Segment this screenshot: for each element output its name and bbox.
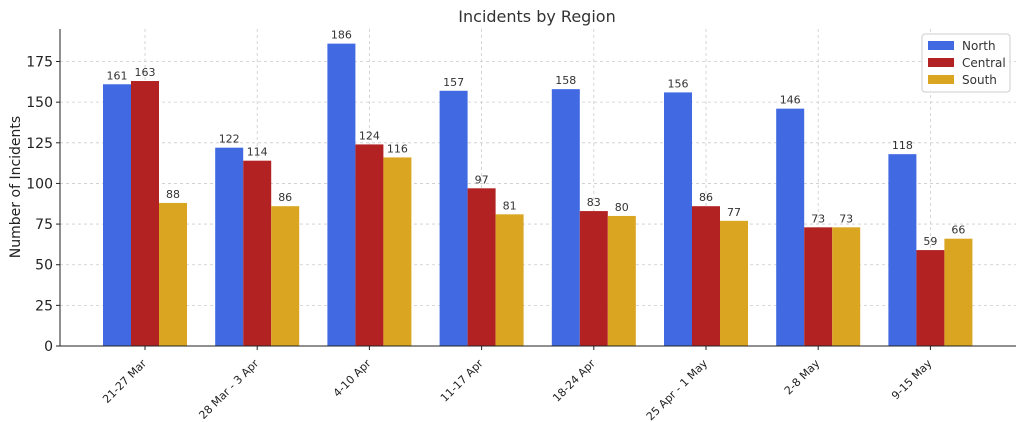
- data-label: 146: [780, 94, 801, 107]
- bar-central: [916, 250, 945, 346]
- data-label: 83: [587, 196, 601, 209]
- bar-central: [131, 81, 159, 347]
- legend-swatch-south: [928, 75, 954, 84]
- y-tick-label: 25: [35, 298, 53, 314]
- y-axis-label: Number of Incidents: [8, 116, 24, 258]
- data-label: 77: [727, 206, 741, 219]
- data-label: 161: [107, 69, 128, 82]
- y-tick-label: 0: [44, 339, 53, 355]
- bar-north: [103, 84, 131, 347]
- data-label: 86: [699, 191, 713, 204]
- grid: [60, 29, 1016, 347]
- bar-south: [720, 220, 748, 346]
- bar-central: [692, 206, 720, 346]
- bar-central: [355, 144, 384, 346]
- y-tick-label: 75: [35, 217, 53, 233]
- bar-central: [243, 160, 272, 346]
- legend-swatch-central: [928, 58, 954, 67]
- data-label: 186: [331, 29, 352, 42]
- data-label: 80: [615, 201, 629, 214]
- data-label: 97: [475, 173, 489, 186]
- y-tick-label: 125: [26, 136, 53, 152]
- data-label: 156: [668, 77, 689, 90]
- data-label: 81: [503, 199, 517, 212]
- legend: North Central South: [921, 33, 1011, 93]
- bar-south: [832, 227, 861, 346]
- x-tick-label: 2-8 May: [782, 357, 823, 398]
- legend-label-north: North: [962, 39, 996, 53]
- bar-south: [607, 215, 636, 346]
- y-tick-label: 150: [26, 95, 53, 111]
- data-label: 122: [219, 133, 240, 146]
- data-label: 116: [387, 142, 408, 155]
- y-tick-label: 100: [26, 176, 53, 192]
- x-tick-label: 28 Mar - 3 Apr: [196, 357, 261, 422]
- bars: [103, 43, 973, 347]
- bar-north: [327, 43, 356, 346]
- x-tick-label: 18-24 Apr: [550, 357, 598, 405]
- bar-north: [551, 89, 580, 347]
- data-label: 86: [278, 191, 292, 204]
- data-label: 59: [923, 235, 937, 248]
- bar-south: [271, 206, 300, 346]
- bar-south: [944, 238, 973, 346]
- bar-north: [215, 147, 244, 346]
- y-tick-label: 50: [35, 258, 53, 274]
- legend-swatch-north: [928, 41, 954, 50]
- bar-north: [888, 154, 917, 346]
- data-label: 66: [951, 224, 965, 237]
- data-label: 114: [247, 146, 268, 159]
- x-tick-label: 4-10 Apr: [331, 357, 374, 400]
- legend-label-central: Central: [962, 56, 1006, 70]
- data-label: 163: [135, 66, 156, 79]
- data-label: 158: [555, 74, 576, 87]
- legend-label-south: South: [962, 73, 997, 87]
- x-tick-label: 11-17 Apr: [438, 357, 486, 405]
- bar-south: [383, 157, 412, 346]
- data-label: 73: [839, 212, 853, 225]
- data-label: 73: [811, 212, 825, 225]
- y-tick-label: 175: [26, 55, 53, 71]
- x-tick-label: 25 Apr - 1 May: [644, 357, 711, 422]
- bar-south: [495, 214, 524, 346]
- data-label: 124: [359, 129, 380, 142]
- data-label: 157: [443, 76, 464, 89]
- bar-north: [776, 108, 805, 347]
- bar-north: [439, 90, 468, 347]
- bar-central: [804, 227, 833, 346]
- data-label: 88: [166, 188, 180, 201]
- chart-title: Incidents by Region: [458, 7, 615, 26]
- x-tick-label: 21-27 Mar: [100, 357, 149, 406]
- data-labels: 161 122 186 157 158 156 146 118 163 114 124 97 83 86 7…: [107, 29, 966, 248]
- bar-central: [579, 211, 608, 346]
- bar-central: [467, 188, 496, 346]
- bar-south: [159, 202, 187, 346]
- bar-north: [664, 92, 692, 347]
- data-label: 118: [892, 139, 913, 152]
- x-tick-label: 9-15 May: [889, 357, 935, 403]
